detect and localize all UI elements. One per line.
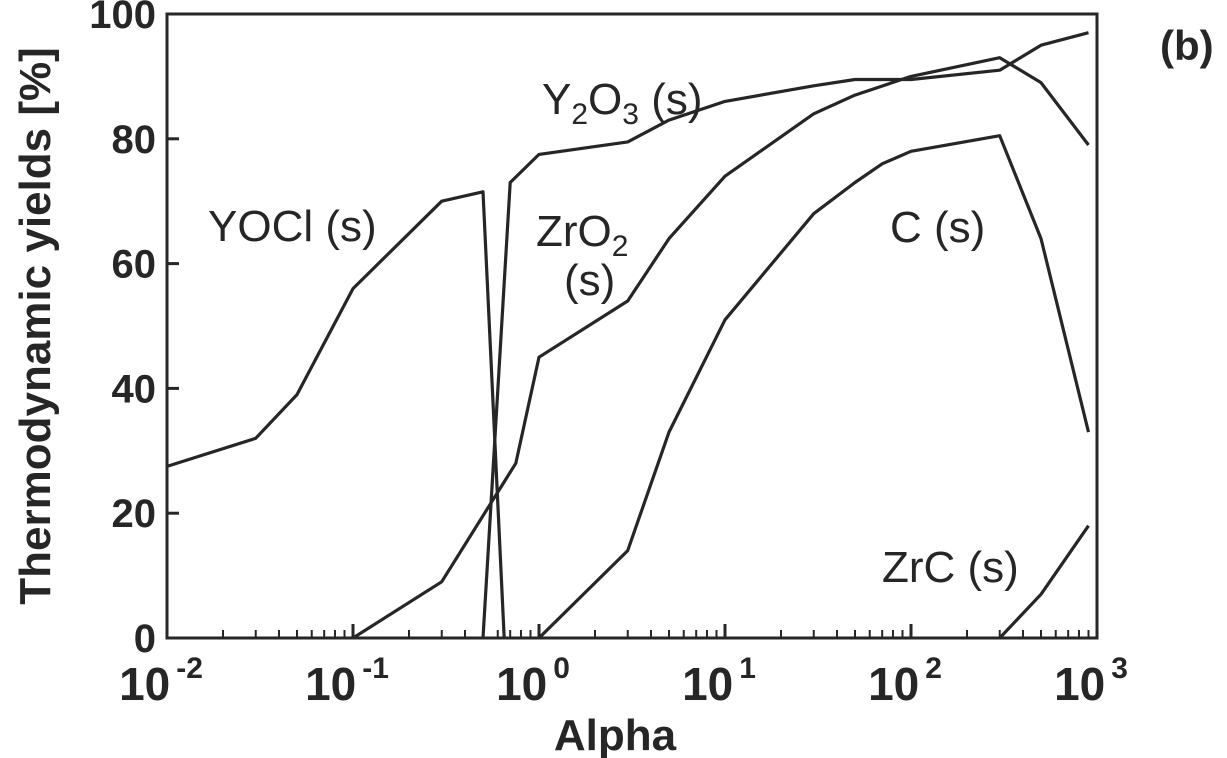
- y-tick-label: 0: [134, 617, 156, 661]
- x-tick-label: 10 2: [868, 652, 942, 710]
- y-axis-ticks: 0 20 40 60 80 100: [89, 0, 179, 661]
- series-line-c: [537, 134, 1091, 640]
- y2o3-tail: (s): [639, 75, 703, 124]
- panel-label: (b): [1160, 22, 1214, 69]
- x-tick-label: 10 -1: [305, 652, 389, 710]
- zro2-main: ZrO: [536, 207, 612, 256]
- y-tick-label: 40: [112, 367, 157, 411]
- series-line-zro2: [352, 56, 1090, 640]
- series-line-y2o3: [481, 31, 1089, 639]
- series-label-zrc: ZrC (s): [882, 543, 1019, 592]
- y2o3-main: Y: [542, 75, 571, 124]
- x-tick-label: 10 3: [1054, 652, 1128, 710]
- x-tick-label: 10 0: [496, 652, 570, 710]
- y-tick-label: 80: [112, 118, 157, 162]
- series-label-c: C (s): [890, 203, 985, 252]
- series-label-zro2: ZrO2: [536, 207, 628, 263]
- series-lines: [166, 31, 1091, 640]
- series-label-zro2-line2: (s): [564, 256, 615, 305]
- zro2-sub: 2: [612, 230, 629, 263]
- series-label-yocl: YOCl (s): [208, 202, 377, 251]
- x-axis-title: Alpha: [554, 711, 677, 758]
- y2o3-sub2: 3: [622, 98, 639, 131]
- x-axis-ticks: 10 -2 10 -1 10 0 10 1 10 2 10 3: [119, 624, 1128, 710]
- y2o3-mid: O: [588, 75, 622, 124]
- y2o3-sub1: 2: [571, 98, 588, 131]
- x-tick-label: 10 -2: [119, 652, 203, 710]
- y-axis-title: Thermodynamic yields [%]: [11, 47, 60, 604]
- x-tick-label: 10 1: [682, 652, 756, 710]
- x-axis-minor-ticks: [221, 630, 1090, 638]
- y-tick-label: 20: [112, 492, 157, 536]
- y-tick-label: 60: [112, 243, 157, 287]
- series-label-y2o3: Y2O3 (s): [542, 75, 703, 131]
- series-line-zrc: [998, 524, 1090, 640]
- plot-frame: [165, 12, 1099, 640]
- series-line-yocl: [166, 190, 506, 639]
- y-tick-label: 100: [89, 0, 156, 37]
